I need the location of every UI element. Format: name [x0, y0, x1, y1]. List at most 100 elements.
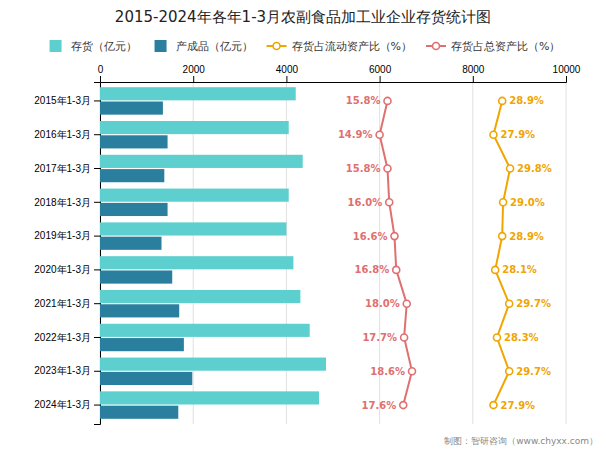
x-tick: 10000: [553, 64, 581, 82]
data-label: 18.6%: [370, 366, 405, 377]
data-label: 16.8%: [355, 264, 390, 275]
bar: [100, 406, 178, 419]
y-tick-label: 2023年1-3月: [34, 365, 91, 376]
y-tick: 2023年1-3月: [34, 365, 100, 376]
data-label: 29.8%: [517, 163, 552, 174]
legend-label: 产成品（亿元）: [176, 40, 253, 53]
bar: [100, 270, 172, 283]
y-tick-mark: [94, 269, 100, 270]
bar: [100, 135, 168, 148]
bar: [100, 237, 162, 250]
x-tick: 2000: [183, 64, 206, 82]
x-tick: 6000: [369, 64, 392, 82]
x-tick-label: 8000: [462, 64, 485, 75]
data-label: 15.8%: [346, 95, 381, 106]
y-tick-label: 2021年1-3月: [34, 298, 91, 309]
line-point: [499, 97, 506, 104]
data-label: 27.9%: [500, 400, 535, 411]
line: [380, 101, 412, 405]
line-point: [393, 266, 400, 273]
data-label: 29.0%: [510, 197, 545, 208]
y-tick-label: 2020年1-3月: [34, 264, 91, 275]
line-point: [384, 97, 391, 104]
y-tick: 2022年1-3月: [34, 332, 100, 343]
y-tick-mark: [94, 202, 100, 203]
data-label: 28.9%: [509, 95, 544, 106]
grid-line: [566, 82, 567, 424]
y-tick-mark: [94, 168, 100, 169]
legend-label: 存货占总资产比（%）: [451, 40, 560, 53]
bar: [100, 372, 192, 385]
data-label: 16.0%: [348, 197, 383, 208]
line-point: [400, 402, 407, 409]
bar: [100, 203, 168, 216]
y-tick-label: 2022年1-3月: [34, 332, 91, 343]
y-tick: 2019年1-3月: [34, 230, 100, 241]
line-point: [409, 368, 416, 375]
x-tick-label: 2000: [183, 64, 206, 75]
y-tick-label: 2016年1-3月: [34, 129, 91, 140]
line-point: [507, 165, 514, 172]
line-point: [493, 334, 500, 341]
data-label: 29.7%: [516, 298, 551, 309]
y-tick: 2016年1-3月: [34, 129, 100, 140]
x-tick-label: 10000: [553, 64, 581, 75]
x-tick-mark: [380, 76, 381, 82]
data-label: 14.9%: [338, 129, 373, 140]
x-tick: 0: [98, 64, 104, 82]
line-point: [499, 233, 506, 240]
line-point: [490, 402, 497, 409]
line-point: [492, 266, 499, 273]
legend-item: 存货（亿元）: [50, 40, 137, 53]
data-label: 28.9%: [509, 231, 544, 242]
y-tick-label: 2019年1-3月: [34, 230, 91, 241]
y-tick-label: 2015年1-3月: [34, 95, 91, 106]
y-tick-mark: [94, 405, 100, 406]
y-tick: 2015年1-3月: [34, 95, 100, 106]
x-tick-mark: [193, 76, 194, 82]
title: 2015-2024年各年1-3月农副食品加工业企业存货统计图: [115, 8, 491, 26]
grid: [100, 82, 566, 424]
data-labels: 28.9% 27.9% 29.8% 29.0% 28.9% 28.1% 29.7% 28.3%…: [338, 95, 552, 410]
grid-line: [472, 82, 473, 424]
x-tick-label: 0: [98, 64, 104, 75]
y-axis-line: [94, 83, 101, 425]
bar: [100, 338, 184, 351]
plot: 02000400060008000100002015年1-3月2016年1-3月…: [34, 64, 581, 425]
y-tick: 2017年1-3月: [34, 163, 100, 174]
data-label: 28.3%: [504, 332, 539, 343]
y-tick-label: 2017年1-3月: [34, 163, 91, 174]
bar: [100, 358, 326, 371]
line-point: [386, 199, 393, 206]
y-tick: 2021年1-3月: [34, 298, 100, 309]
legend-swatch: [273, 43, 280, 50]
x-tick-mark: [286, 76, 287, 82]
data-label: 28.1%: [502, 264, 537, 275]
y-tick: 2024年1-3月: [34, 399, 100, 410]
y-tick-mark: [94, 134, 100, 135]
x-tick-label: 6000: [369, 64, 392, 75]
line-point: [384, 165, 391, 172]
bar: [100, 222, 286, 235]
bar: [100, 304, 179, 317]
y-tick-mark: [94, 236, 100, 237]
y-tick-mark: [94, 303, 100, 304]
bar: [100, 87, 296, 100]
legend-item: 存货占总资产比（%）: [426, 40, 560, 53]
legend-label: 存货（亿元）: [71, 40, 137, 53]
line-point: [376, 131, 383, 138]
line-point: [506, 368, 513, 375]
legend: 存货（亿元） 产成品（亿元） 存货占流动资产比（%） 存货占总资产比（%）: [50, 40, 561, 53]
bar-series: [100, 101, 192, 418]
legend-swatch: [433, 43, 440, 50]
line-point: [401, 334, 408, 341]
legend-label: 存货占流动资产比（%）: [292, 40, 412, 53]
data-label: 16.6%: [353, 231, 388, 242]
bar: [100, 121, 289, 134]
legend-swatch: [155, 40, 167, 52]
line-point: [500, 199, 507, 206]
line-point: [391, 233, 398, 240]
y-tick-mark: [94, 100, 100, 101]
bar: [100, 169, 164, 182]
bar: [100, 189, 289, 202]
